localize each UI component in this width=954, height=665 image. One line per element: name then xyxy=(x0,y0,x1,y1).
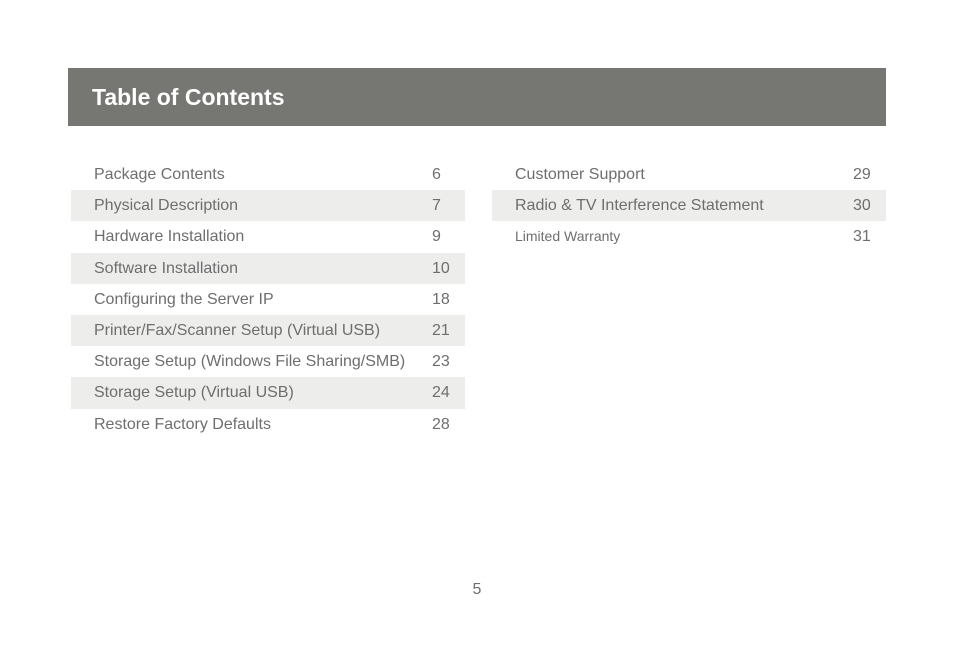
toc-entry-page: 31 xyxy=(853,228,871,246)
toc-entry-page: 6 xyxy=(432,166,441,183)
toc-entry[interactable]: Configuring the Server IP 18 xyxy=(71,284,465,315)
toc-entry-title: Physical Description xyxy=(94,197,239,215)
toc-entry[interactable]: Physical Description 7 xyxy=(71,190,465,222)
toc-entry-page: 24 xyxy=(432,384,450,402)
toc-entry-page: 10 xyxy=(432,259,450,277)
toc-entry-title: Restore Factory Defaults xyxy=(94,415,271,433)
toc-right-column: Customer Support 29 Radio & TV Interfere… xyxy=(492,159,886,253)
toc-entry[interactable]: Customer Support 29 xyxy=(492,159,886,190)
toc-entry-title: Hardware Installation xyxy=(94,228,245,246)
toc-entry-page: 9 xyxy=(432,228,441,246)
toc-entry-page: 21 xyxy=(432,321,450,339)
toc-entry[interactable]: Software Installation 10 xyxy=(71,252,465,284)
page-number: 5 xyxy=(472,581,482,598)
toc-entry-page: 18 xyxy=(432,290,450,308)
toc-entry-page: 30 xyxy=(853,197,871,215)
toc-entry-title: Radio & TV Interference Statement xyxy=(515,197,764,215)
toc-entry[interactable]: Limited Warranty 31 xyxy=(492,221,886,252)
toc-entry-title: Customer Support xyxy=(515,166,645,183)
toc-entry-title: Limited Warranty xyxy=(515,228,621,245)
toc-entry-page: 28 xyxy=(432,415,450,433)
toc-entry-title: Storage Setup (Virtual USB) xyxy=(94,384,294,402)
toc-entry[interactable]: Printer/Fax/Scanner Setup (Virtual USB) … xyxy=(71,314,465,347)
header-band: Table of Contents xyxy=(68,68,886,126)
toc-entry-title: Software Installation xyxy=(94,259,239,277)
toc-entry[interactable]: Package Contents 6 xyxy=(71,159,465,190)
toc-entry[interactable]: Radio & TV Interference Statement 30 xyxy=(492,190,886,222)
toc-entry[interactable]: Hardware Installation 9 xyxy=(71,221,465,252)
toc-left-column: Package Contents 6 Physical Description … xyxy=(71,159,465,440)
toc-entry-page: 29 xyxy=(853,166,871,183)
toc-entry-title: Printer/Fax/Scanner Setup (Virtual USB) xyxy=(94,321,381,339)
toc-entry[interactable]: Restore Factory Defaults 28 xyxy=(71,409,465,440)
toc-entry-title: Package Contents xyxy=(94,166,225,183)
toc-entry-page: 7 xyxy=(432,197,441,215)
toc-entry-page: 23 xyxy=(432,353,450,371)
toc-entry[interactable]: Storage Setup (Virtual USB) 24 xyxy=(71,377,465,409)
page-title: Table of Contents xyxy=(92,84,285,110)
toc-entry[interactable]: Storage Setup (Windows File Sharing/SMB)… xyxy=(71,346,465,377)
toc-entry-title: Configuring the Server IP xyxy=(94,290,274,308)
toc-entry-title: Storage Setup (Windows File Sharing/SMB) xyxy=(94,353,406,371)
